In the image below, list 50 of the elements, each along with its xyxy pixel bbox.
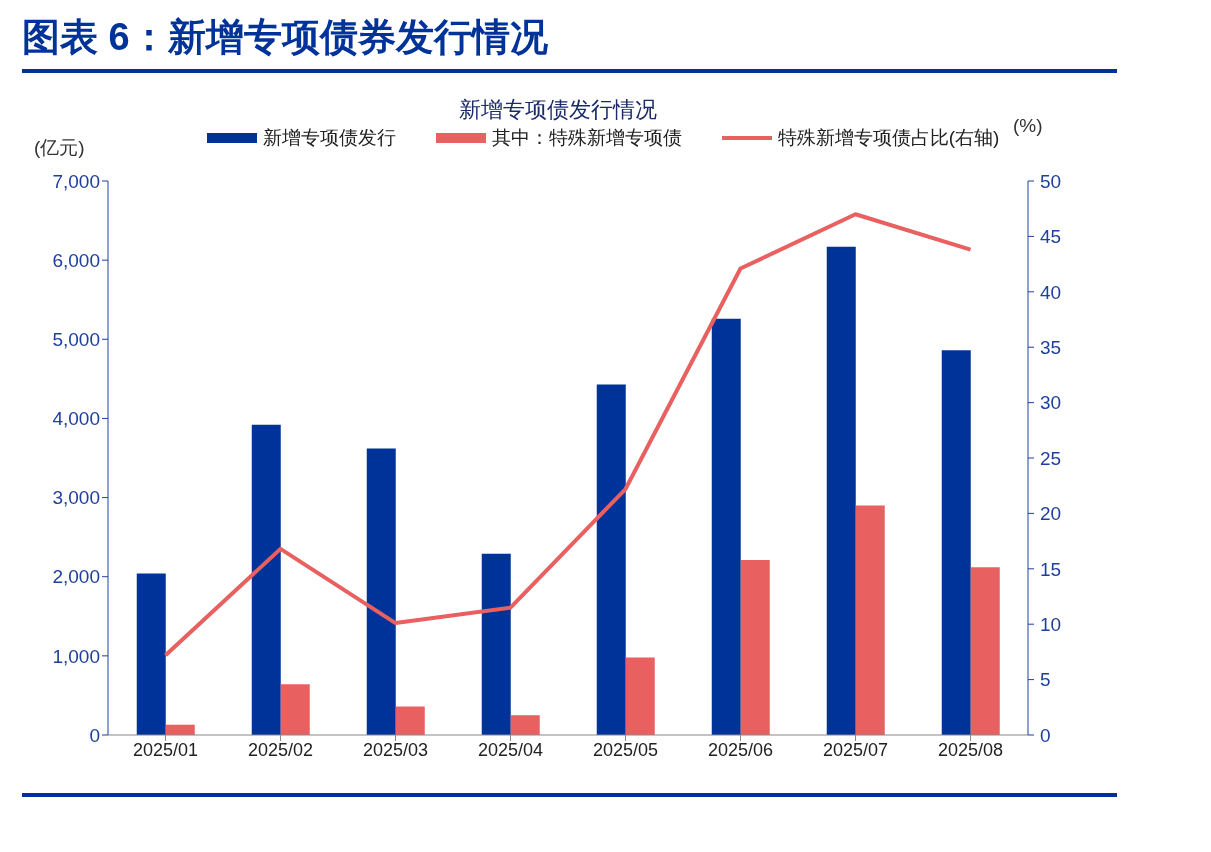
x-tick-label: 2025/03 xyxy=(362,739,429,760)
x-tick-label: 2025/04 xyxy=(477,739,544,760)
legend-label: 其中：特殊新增专项债 xyxy=(490,126,682,150)
x-tick-label: 2025/01 xyxy=(132,739,199,760)
y-axis-title: (亿元) xyxy=(34,136,85,160)
chart-subtitle: 新增专项债发行情况 xyxy=(459,97,657,122)
bar xyxy=(366,448,396,735)
bar xyxy=(510,715,540,735)
y2-tick-label: 5 xyxy=(1040,669,1051,691)
line-series xyxy=(163,212,973,658)
legend-label: 新增专项债发行 xyxy=(261,126,396,150)
y2-tick-label: 0 xyxy=(1040,724,1051,746)
bar xyxy=(855,505,885,735)
bar xyxy=(395,706,425,735)
y2-tick-label: 30 xyxy=(1040,392,1062,414)
y-tick-label: 6,000 xyxy=(52,249,100,271)
bar xyxy=(711,318,741,735)
y2-tick-label: 40 xyxy=(1040,281,1062,303)
y-tick-label: 4,000 xyxy=(52,408,100,430)
y-tick-label: 5,000 xyxy=(52,329,100,351)
x-tick-label: 2025/06 xyxy=(707,739,774,760)
bar xyxy=(136,573,166,735)
y-tick-label: 1,000 xyxy=(52,645,100,667)
y2-tick-label: 15 xyxy=(1040,558,1062,580)
bar xyxy=(280,684,310,735)
y2-tick-label: 50 xyxy=(1040,170,1062,192)
y-tick-label: 2,000 xyxy=(52,566,100,588)
x-tick-label: 2025/08 xyxy=(937,739,1004,760)
y2-tick-label: 45 xyxy=(1040,226,1062,248)
y-tick-label: 7,000 xyxy=(52,170,100,192)
x-tick-label: 2025/02 xyxy=(247,739,314,760)
y2-tick-label: 25 xyxy=(1040,447,1062,469)
bar xyxy=(826,246,856,735)
y-tick-label: 3,000 xyxy=(52,487,100,509)
bar xyxy=(941,350,971,735)
y-tick-label: 0 xyxy=(89,724,100,746)
bar xyxy=(251,424,281,735)
legend-label: 特殊新增专项债占比(右轴) xyxy=(776,126,1000,150)
bar xyxy=(970,567,1000,735)
bar xyxy=(625,657,655,735)
y2-tick-label: 20 xyxy=(1040,503,1062,525)
y2-axis-title: (%) xyxy=(1013,115,1043,137)
x-tick-label: 2025/07 xyxy=(822,739,889,760)
bar xyxy=(481,553,511,735)
bar xyxy=(740,560,770,735)
y2-tick-label: 10 xyxy=(1040,613,1062,635)
chart-title: 图表 6：新增专项债券发行情况 xyxy=(21,15,549,60)
y2-tick-label: 35 xyxy=(1040,336,1062,358)
x-tick-label: 2025/05 xyxy=(592,739,659,760)
bar xyxy=(596,384,626,735)
